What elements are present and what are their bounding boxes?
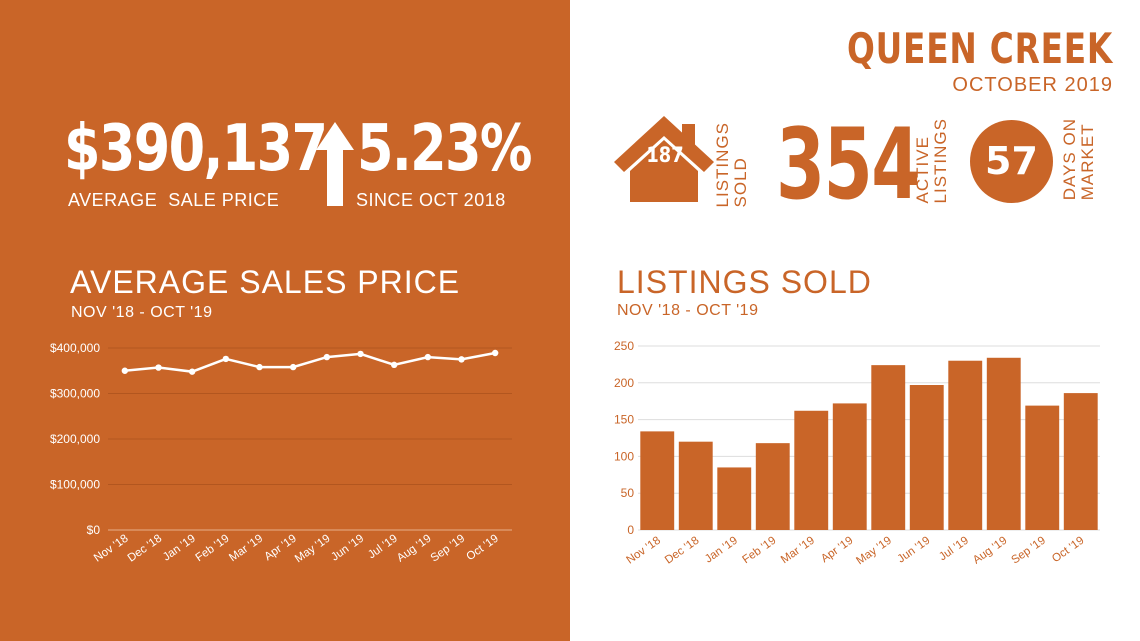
active-listings-value: 354 [776,108,920,222]
data-point [289,363,297,371]
data-point [121,367,129,374]
x-tick-label: Dec '18 [126,533,165,565]
arrow-up-icon [316,122,354,206]
data-point [458,356,465,363]
x-tick-label: Aug '19 [971,535,1010,567]
y-tick-label: $0 [87,523,101,537]
average-price-label: AVERAGE SALE PRICE [68,190,280,210]
x-tick-label: Jan '19 [161,533,198,564]
bar [640,431,675,530]
y-tick-label: 150 [614,413,634,427]
y-tick-label: $100,000 [50,478,100,492]
x-tick-label: Dec '18 [663,535,702,567]
x-tick-label: Mar '19 [227,533,265,565]
listings-sold-label: LISTINGS SOLD [713,122,750,208]
right-panel [570,0,1140,641]
data-point [155,364,162,371]
x-tick-label: May '19 [854,535,894,568]
y-tick-label: 0 [627,523,634,537]
series-line [124,351,496,373]
data-point [424,353,432,361]
left-panel [0,0,570,641]
days-on-market-value: 57 [985,139,1038,183]
x-tick-label: Nov '18 [92,533,131,565]
x-tick-label: Sep '19 [1009,535,1048,567]
x-tick-label: Jul '19 [366,533,400,562]
average-price-value: $390,137 [64,112,328,186]
y-tick-label: 100 [614,449,634,463]
days-on-market-circle [970,120,1053,203]
change-pct-value: 5.23% [357,112,533,186]
x-tick-label: Nov '18 [624,535,663,567]
x-tick-label: Oct '19 [464,533,500,564]
data-point [188,368,196,375]
x-tick-label: Apr '19 [262,533,298,564]
change-label: SINCE OCT 2018 [356,190,506,210]
month-label: OCTOBER 2019 [952,74,1113,96]
bar-chart-title: LISTINGS SOLD [617,264,872,300]
bar [832,403,867,530]
bar [678,441,713,530]
bar [717,467,752,530]
bar [1025,405,1060,530]
bar [948,360,983,530]
bar [794,410,829,530]
bar [1063,393,1098,530]
listings-sold-value: 187 [646,143,684,167]
y-tick-label: 50 [621,486,635,500]
data-point [323,353,331,361]
bar [986,357,1021,530]
data-point [256,363,263,371]
x-tick-label: Feb '19 [194,533,232,565]
data-point [222,355,230,363]
x-tick-label: Mar '19 [779,535,817,567]
line-chart: $0 $100,000 $200,000 $300,000 $400,000 Nov '1… [50,341,512,566]
data-point [390,361,398,369]
y-tick-label: $300,000 [50,387,100,401]
x-tick-label: Jul '19 [937,535,971,564]
line-chart-subtitle: NOV '18 - OCT '19 [71,304,213,321]
line-chart-title: AVERAGE SALES PRICE [70,264,461,300]
y-tick-label: $400,000 [50,341,100,355]
y-tick-label: 250 [614,339,634,353]
house-icon [614,116,714,202]
bar-chart-subtitle: NOV '18 - OCT '19 [617,302,759,319]
x-tick-label: Jan '19 [703,535,740,566]
x-tick-label: Aug '19 [395,533,434,565]
x-tick-label: May '19 [293,533,333,566]
bar [871,365,906,530]
data-point [357,350,364,358]
days-on-market-label: DAYS ON MARKET [1060,118,1097,201]
x-tick-label: Jun '19 [895,535,932,566]
active-listings-label: ACTIVE LISTINGS [913,118,950,204]
city-title: QUEEN CREEK [846,24,1113,73]
data-point [491,349,499,357]
x-tick-label: Sep '19 [429,533,468,565]
bar [755,443,790,530]
bar-chart: 0 50 100 150 200 250 Nov '18 Dec '18 Jan '19 Feb … [614,339,1100,568]
bar [909,385,944,530]
x-tick-label: Apr '19 [819,535,855,566]
y-tick-label: $200,000 [50,432,100,446]
x-tick-label: Oct '19 [1050,535,1086,566]
x-tick-label: Jun '19 [329,533,366,564]
x-tick-label: Feb '19 [740,535,778,567]
y-tick-label: 200 [614,376,634,390]
